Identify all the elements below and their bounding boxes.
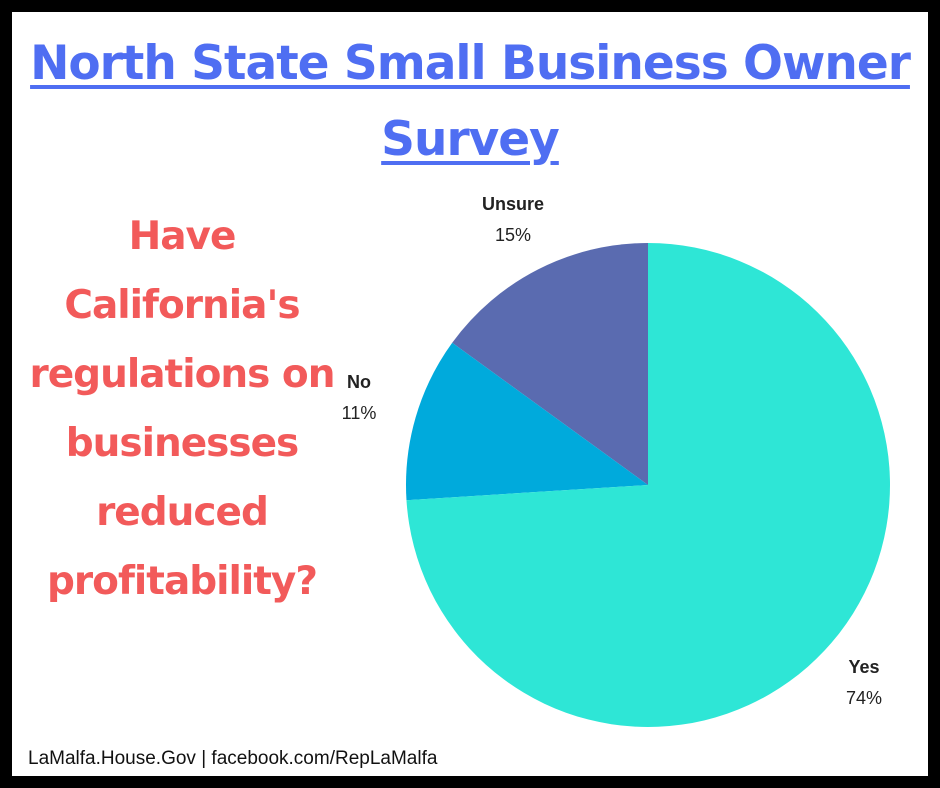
slice-value-yes: 74% (846, 688, 882, 708)
slice-label-yes: Yes (848, 657, 879, 677)
survey-question: Have California's regulations on busines… (29, 214, 336, 604)
graphic-frame: North State Small Business Owner Survey … (12, 12, 928, 776)
slice-value-no: 11% (342, 403, 377, 423)
survey-title: North State Small Business Owner Survey (30, 36, 911, 167)
pie-slice-yes (406, 243, 890, 728)
pie-slice-unsure (452, 243, 648, 485)
slice-label-no: No (347, 372, 371, 392)
pie-chart: Unsure 15% No 11% Yes 74% (342, 194, 890, 728)
pie-labels: Unsure 15% No 11% Yes 74% (342, 194, 882, 708)
footer-links: LaMalfa.House.Gov | facebook.com/RepLaMa… (28, 748, 438, 769)
slice-label-unsure: Unsure (482, 194, 544, 214)
slice-value-unsure: 15% (495, 225, 531, 245)
pie-slice-no (406, 342, 648, 501)
pie-slices (406, 243, 890, 728)
